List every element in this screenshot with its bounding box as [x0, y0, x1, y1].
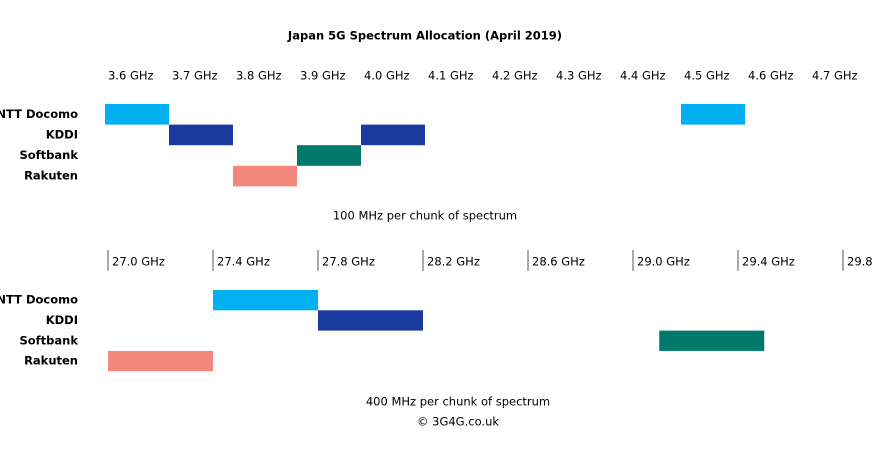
x-tick-label: 4.7 GHz [812, 69, 858, 83]
x-tick-label: 27.4 GHz [217, 255, 270, 269]
chart-title: Japan 5G Spectrum Allocation (April 2019… [287, 29, 562, 43]
row-label: Rakuten [24, 169, 78, 183]
x-tick-label: 29.4 GHz [742, 255, 795, 269]
range-bar [361, 124, 425, 146]
range-bar [233, 165, 297, 187]
x-tick-label: 3.6 GHz [108, 69, 154, 83]
x-tick-label: 3.8 GHz [236, 69, 282, 83]
annotation: 400 MHz per chunk of spectrum [366, 395, 550, 409]
x-tick-label: 4.0 GHz [364, 69, 410, 83]
x-tick-label: 4.6 GHz [748, 69, 794, 83]
x-tick-label: 27.8 GHz [322, 255, 375, 269]
row-label: NTT Docomo [0, 293, 78, 307]
range-bar [105, 104, 169, 125]
row-label: NTT Docomo [0, 107, 78, 121]
range-bar [297, 145, 361, 166]
x-tick-label: 4.2 GHz [492, 69, 538, 83]
range-bar [659, 330, 765, 351]
row-label: KDDI [46, 127, 78, 141]
range-bar [318, 310, 423, 331]
range-bar [169, 124, 233, 146]
x-tick-label: 4.5 GHz [684, 69, 730, 83]
row-label: Softbank [19, 333, 78, 347]
x-tick-label: 3.9 GHz [300, 69, 346, 83]
range-bar [108, 350, 213, 372]
row-label: Rakuten [24, 354, 78, 368]
x-tick-label: 4.1 GHz [428, 69, 474, 83]
x-tick-label: 4.3 GHz [556, 69, 602, 83]
x-tick-label: 29.0 GHz [637, 255, 690, 269]
range-bar [213, 290, 318, 311]
row-label: Softbank [19, 148, 78, 162]
source: © 3G4G.co.uk [417, 415, 499, 429]
x-tick-label: 4.4 GHz [620, 69, 666, 83]
x-tick-label: 28.6 GHz [532, 255, 585, 269]
x-tick-label: 3.7 GHz [172, 69, 218, 83]
x-tick-label: 29.8 GHz [847, 255, 875, 269]
x-tick-label: 27.0 GHz [112, 255, 165, 269]
x-tick-label: 28.2 GHz [427, 255, 480, 269]
row-label: KDDI [46, 313, 78, 327]
range-bar [681, 104, 745, 125]
annotation: 100 MHz per chunk of spectrum [333, 209, 517, 223]
